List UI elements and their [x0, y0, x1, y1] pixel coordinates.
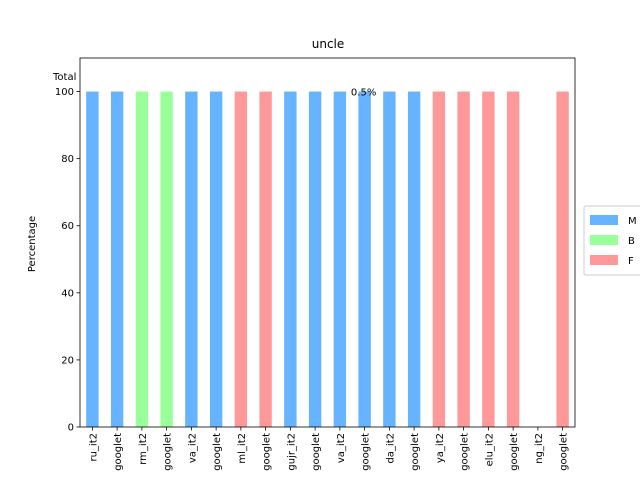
y-tick-label: 20: [61, 355, 74, 366]
legend-label-b: B: [628, 236, 635, 247]
x-tick-label: googlet: [163, 433, 174, 471]
bar-b-2: [135, 91, 149, 427]
bar-m-8: [284, 91, 297, 427]
x-tick-label: rm_it2: [138, 433, 149, 465]
data-label: 0.5%: [351, 88, 376, 99]
x-tick-label: googlet: [509, 433, 520, 471]
x-tick-label: googlet: [311, 433, 322, 471]
x-tick-label: elu_it2: [484, 433, 495, 466]
plot-frame: [79, 57, 576, 428]
bar-f-7: [259, 91, 272, 427]
bar-m-10: [333, 91, 347, 427]
x-tick-label: googlet: [262, 433, 273, 471]
chart-title: uncle: [312, 37, 345, 51]
legend-label-m: M: [628, 216, 637, 227]
bar-f-14: [432, 91, 446, 427]
x-tick-label: ya_it2: [435, 433, 446, 463]
x-tick-label: va_it2: [187, 433, 198, 463]
bar-m-0: [86, 91, 99, 427]
y-tick-label: 80: [61, 154, 74, 165]
legend-swatch-f: [590, 255, 618, 265]
legend-swatch-m: [590, 215, 618, 225]
bar-f-15: [457, 91, 470, 427]
bar-m-4: [185, 91, 198, 427]
bar-f-19: [556, 91, 569, 427]
legend-label-f: F: [628, 256, 634, 267]
y-tick-label: 0: [68, 423, 74, 434]
y-tick-label: 60: [61, 221, 74, 232]
x-tick-label: googlet: [113, 433, 124, 471]
bar-f-16: [482, 91, 495, 427]
bar-m-9: [308, 91, 322, 427]
x-tick-label: gujr_it2: [286, 433, 297, 471]
bar-m-11: [358, 91, 371, 427]
x-tick-label: ng_it2: [534, 433, 545, 464]
x-tick-label: googlet: [559, 433, 570, 471]
y-axis-label: Percentage: [27, 216, 38, 272]
x-tick-label: googlet: [361, 433, 372, 471]
x-tick-label: googlet: [460, 433, 471, 471]
bars-layer: [86, 91, 569, 427]
bar-f-17: [506, 91, 520, 427]
bar-b-3: [160, 91, 173, 427]
x-tick-label: ru_it2: [88, 433, 99, 462]
total-label: Total: [52, 72, 76, 83]
bar-m-5: [209, 91, 223, 427]
y-tick-label: 100: [55, 87, 74, 98]
bar-m-1: [110, 91, 124, 427]
bar-m-13: [407, 91, 421, 427]
x-tick-label: googlet: [410, 433, 421, 471]
y-tick-label: 40: [61, 288, 74, 299]
bar-f-6: [234, 91, 248, 427]
legend: MBF: [583, 205, 640, 276]
x-tick-label: da_it2: [385, 433, 396, 464]
x-tick-label: va_it2: [336, 433, 347, 463]
legend-swatch-b: [590, 235, 618, 245]
axes-layer: 0 20 40 60 80 100 ru_it2 googlet rm_it2 googlet va…: [55, 57, 576, 471]
bar-m-12: [383, 91, 396, 427]
x-tick-label: googlet: [212, 433, 223, 471]
x-tick-label: ml_it2: [237, 433, 248, 464]
